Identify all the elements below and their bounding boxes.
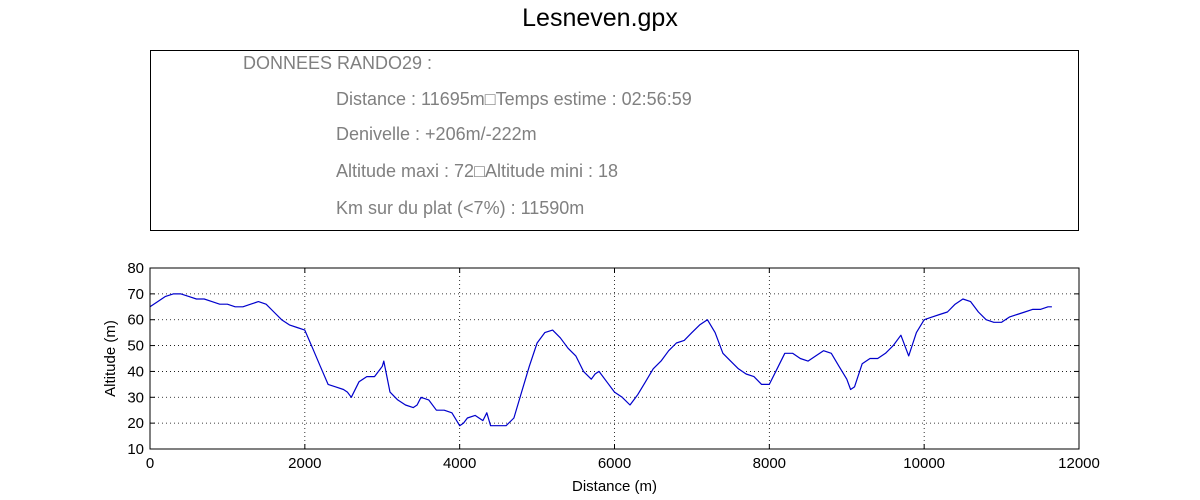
plot-frame <box>149 267 1080 450</box>
page-title: Lesneven.gpx <box>522 4 678 32</box>
info-altitude: Altitude maxi : 72□Altitude mini : 18 <box>336 161 619 181</box>
y-tick-label: 40 <box>127 363 144 380</box>
tick-layer: 0 2000 4000 6000 8000 10000 12000 10 20 30 40 50 60 7… <box>127 260 1100 472</box>
x-tick-label: 4000 <box>443 455 476 472</box>
info-distance: Distance : 11695m□Temps estime : 02:56:5… <box>336 89 692 109</box>
y-axis-label: Altitude (m) <box>102 320 119 397</box>
info-header: DONNEES RANDO29 : <box>243 53 433 73</box>
info-box: DONNEES RANDO29 : Distance : 11695m□Temp… <box>150 50 1079 231</box>
x-tick-label: 8000 <box>753 455 786 472</box>
altitude-profile-line <box>149 293 1052 427</box>
x-axis-label: Distance (m) <box>572 478 657 495</box>
y-tick-label: 50 <box>127 338 144 355</box>
line-layer <box>149 293 1052 427</box>
x-tick-label: 12000 <box>1058 455 1100 472</box>
y-tick-label: 20 <box>127 415 144 432</box>
info-plat: Km sur du plat (<7%) : 11590m <box>336 198 585 218</box>
x-tick-label: 10000 <box>903 455 945 472</box>
y-tick-label: 80 <box>127 260 144 277</box>
info-denivelle: Denivelle : +206m/-222m <box>336 124 537 144</box>
y-tick-label: 10 <box>127 441 144 458</box>
x-tick-label: 2000 <box>288 455 321 472</box>
y-tick-label: 30 <box>127 389 144 406</box>
y-tick-label: 60 <box>127 312 144 329</box>
y-tick-label: 70 <box>127 286 144 303</box>
x-tick-label: 6000 <box>598 455 631 472</box>
x-tick-label: 0 <box>146 455 154 472</box>
grid-layer <box>150 268 1079 449</box>
